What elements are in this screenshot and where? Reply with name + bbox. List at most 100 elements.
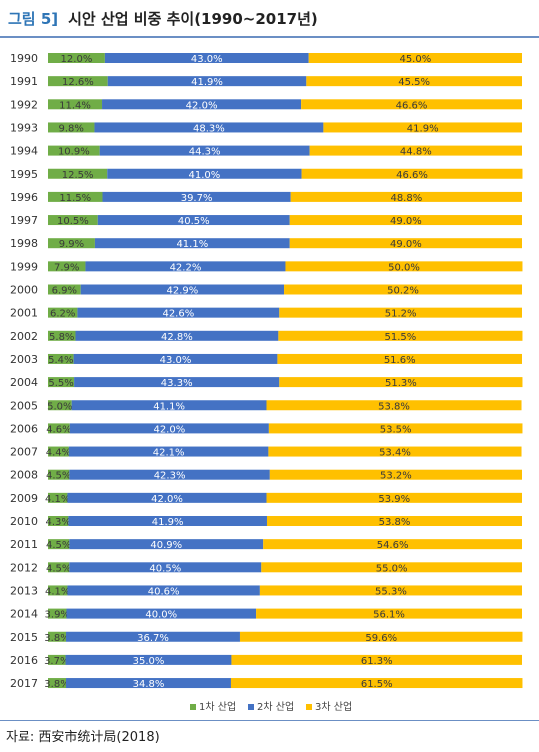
data-label: 10.5%: [57, 216, 89, 227]
bar-segment: [73, 353, 278, 364]
bar-segment: [230, 678, 523, 689]
year-tick-label: 1990: [10, 52, 38, 65]
year-tick-label: 1994: [10, 145, 38, 158]
data-label: 46.6%: [396, 170, 428, 181]
year-tick-label: 1995: [10, 168, 38, 181]
year-tick-label: 2014: [10, 608, 38, 621]
data-label: 35.0%: [133, 656, 165, 667]
year-tick-label: 1998: [10, 237, 38, 250]
bar-segment: [107, 168, 302, 179]
legend-swatch: [306, 704, 312, 710]
data-label: 53.9%: [378, 494, 410, 505]
data-label: 40.5%: [178, 216, 210, 227]
data-label: 44.3%: [189, 147, 221, 158]
bar-segment: [97, 215, 290, 226]
data-label: 59.6%: [365, 633, 397, 644]
year-tick-label: 1992: [10, 98, 38, 111]
bar-segment: [290, 191, 522, 202]
bar-segment: [256, 608, 522, 619]
legend-label: 3차 산업: [315, 700, 352, 713]
bar-segment: [69, 539, 264, 550]
data-label: 42.0%: [186, 100, 218, 111]
bar-segment: [102, 191, 291, 202]
bar-segment: [48, 400, 72, 411]
data-label: 43.3%: [161, 378, 193, 389]
bar-segment: [48, 122, 95, 133]
bar-segment: [308, 53, 522, 63]
bar-segment: [48, 423, 70, 434]
data-label: 9.8%: [59, 123, 84, 134]
year-tick-label: 2016: [10, 654, 38, 667]
bar-segment: [269, 469, 522, 480]
data-label: 42.0%: [151, 494, 183, 505]
data-label: 11.4%: [59, 100, 91, 111]
bar-segment: [48, 562, 70, 573]
bar-segment: [278, 330, 523, 341]
data-label: 5.8%: [49, 332, 74, 343]
bar-segment: [285, 261, 523, 272]
bar-segment: [48, 261, 86, 272]
bar-segment: [48, 516, 69, 526]
year-tick-label: 2017: [10, 677, 38, 690]
data-label: 45.5%: [398, 77, 430, 88]
bar-segment: [48, 145, 100, 156]
data-label: 5.5%: [48, 378, 73, 389]
data-label: 4.5%: [46, 563, 71, 574]
data-label: 42.9%: [166, 286, 198, 297]
data-label: 39.7%: [181, 193, 213, 204]
bar-segment: [306, 76, 522, 87]
data-label: 53.8%: [378, 401, 410, 412]
bar-segment: [85, 261, 286, 272]
bar-segment: [68, 446, 269, 457]
data-label: 41.1%: [153, 401, 185, 412]
legend-label: 1차 산업: [199, 700, 236, 713]
year-tick-label: 2005: [10, 399, 38, 412]
data-label: 48.3%: [193, 123, 225, 134]
data-label: 53.2%: [380, 471, 412, 482]
data-label: 55.3%: [375, 586, 407, 597]
figure-header: 그림 5] 시안 산업 비중 추이(1990~2017년): [8, 8, 318, 30]
bar-segment: [99, 145, 310, 156]
data-label: 12.5%: [62, 170, 94, 181]
bottom-rule: [0, 720, 539, 721]
data-label: 61.3%: [361, 656, 393, 667]
data-label: 9.9%: [59, 239, 84, 250]
bar-segment: [69, 562, 262, 573]
bar-segment: [48, 631, 67, 642]
year-tick-label: 2008: [10, 469, 38, 482]
data-label: 12.6%: [62, 77, 94, 88]
data-label: 51.2%: [385, 309, 417, 320]
data-label: 55.0%: [376, 563, 408, 574]
bar-segment: [48, 76, 108, 87]
legend-swatch: [190, 704, 196, 710]
data-label: 3.8%: [44, 633, 69, 644]
bar-segment: [263, 539, 522, 550]
stacked-bar-chart: 1990 12.0% 43.0% 45.0% 1991 12.6% 41.9% 45.5% 19…: [10, 52, 523, 713]
bar-segment: [71, 400, 267, 411]
bar-segment: [66, 608, 257, 619]
data-label: 50.2%: [387, 286, 419, 297]
bar-segment: [67, 585, 260, 596]
bar-segment: [75, 330, 279, 341]
data-label: 61.5%: [361, 679, 393, 690]
bar-segment: [266, 492, 522, 503]
year-tick-label: 2013: [10, 584, 38, 597]
data-label: 41.9%: [191, 77, 223, 88]
data-label: 42.0%: [153, 424, 185, 435]
data-label: 48.8%: [390, 193, 422, 204]
bar-segment: [266, 400, 522, 411]
data-label: 45.0%: [399, 54, 431, 65]
top-rule: [0, 36, 539, 38]
data-label: 41.1%: [176, 239, 208, 250]
data-label: 42.6%: [162, 309, 194, 320]
data-label: 4.5%: [46, 471, 71, 482]
bar-segment: [67, 492, 267, 503]
bar-segment: [48, 469, 70, 480]
bar-segment: [284, 284, 522, 295]
year-tick-label: 2010: [10, 515, 38, 528]
bar-segment: [48, 608, 67, 619]
data-label: 12.0%: [61, 54, 93, 65]
bar-segment: [48, 353, 74, 364]
year-tick-label: 2007: [10, 446, 38, 459]
legend-label: 2차 산업: [257, 700, 294, 713]
